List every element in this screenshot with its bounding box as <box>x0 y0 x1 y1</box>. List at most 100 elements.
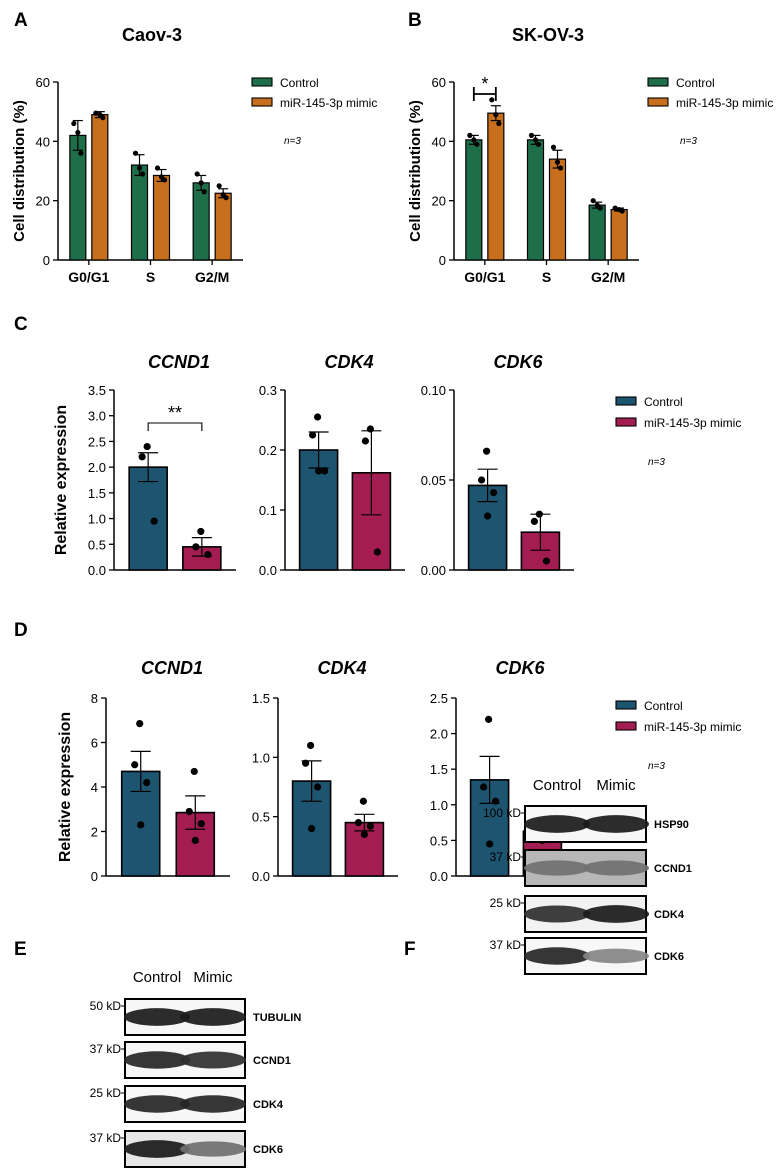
y-tick-label: 0.0 <box>88 563 106 578</box>
data-point <box>197 820 205 828</box>
y-tick-label: 20 <box>36 194 50 209</box>
chart-title: SK-OV-3 <box>512 25 584 45</box>
bar-orange <box>152 174 171 261</box>
data-point <box>321 467 329 475</box>
data-point <box>493 112 499 118</box>
protein-label: CDK6 <box>253 1144 283 1156</box>
protein-label: CDK4 <box>654 909 685 921</box>
sample-size-annotation: n=3 <box>648 457 665 468</box>
bar-orange <box>610 208 628 261</box>
y-tick-label: 40 <box>36 134 50 149</box>
significance-label: ** <box>168 403 182 423</box>
x-tick-label: S <box>542 269 551 285</box>
western-blot-e: Control Mimic 50 kD TUBULIN 37 kD CCND1 25 kD C… <box>90 969 301 1168</box>
data-point <box>492 797 500 805</box>
y-tick-label: 1.5 <box>430 762 448 777</box>
chart-c3: CDK6 0.00 0.05 0.10 <box>421 352 574 578</box>
y-tick-label: 40 <box>432 134 446 149</box>
data-point <box>315 467 323 475</box>
data-point <box>136 719 144 728</box>
significance-bracket <box>147 422 203 431</box>
y-axis-label: Cell distribution (%) <box>11 100 28 242</box>
significance-bracket <box>472 87 497 101</box>
protein-label: HSP90 <box>654 819 689 831</box>
data-point <box>373 548 381 556</box>
data-point <box>143 442 151 451</box>
protein-band <box>124 1008 190 1026</box>
chart-b: SK-OV-3 Cell distribution (%) 0 20 40 60 G0/G1… <box>407 25 639 285</box>
y-tick-label: 0 <box>91 869 98 884</box>
protein-label: CDK4 <box>253 1099 284 1111</box>
data-point <box>554 159 561 165</box>
protein-band <box>583 860 649 876</box>
y-tick-label: 1.5 <box>88 486 106 501</box>
data-point <box>216 183 222 189</box>
bar-orange <box>214 192 232 261</box>
chart-c1: CCND1 Relative expression 0.0 0.5 1.0 1.5 2.0 2… <box>53 352 236 578</box>
panel-letter-f: F <box>404 939 416 960</box>
data-point <box>190 767 198 776</box>
bar-orange <box>487 112 505 261</box>
legend: Control miR-145-3p mimic n=3 <box>647 76 773 147</box>
data-point <box>474 141 480 147</box>
data-point <box>535 510 544 518</box>
legends: Control miR-145-3p mimic n=3 Control miR-145… <box>251 76 773 772</box>
y-tick-label: 1.0 <box>430 798 448 813</box>
molecular-weight-marker: 37 kD <box>490 938 522 952</box>
data-point <box>542 557 551 565</box>
data-point <box>198 180 204 186</box>
data-point <box>71 120 77 127</box>
data-point <box>201 189 207 195</box>
data-point <box>530 517 539 526</box>
chart-title: Caov-3 <box>122 25 182 45</box>
western-blot-f: Control Mimic 100 kD HSP90 37 kD CCND1 25 kD CD… <box>483 777 692 975</box>
x-tick-label: G2/M <box>591 269 625 285</box>
data-point <box>532 137 539 143</box>
bar-green <box>588 204 606 261</box>
data-point <box>360 830 368 839</box>
protein-band <box>524 905 590 923</box>
data-point <box>486 840 494 848</box>
legend-swatch-teal <box>615 396 637 406</box>
molecular-weight-marker: 37 kD <box>90 1042 122 1056</box>
molecular-weight-marker: 25 kD <box>90 1086 122 1100</box>
data-point <box>471 137 477 143</box>
data-point <box>150 517 158 525</box>
data-point <box>557 165 564 171</box>
sample-size-annotation: n=3 <box>284 136 301 147</box>
protein-band <box>180 1095 246 1113</box>
legend-label: Control <box>676 76 715 90</box>
data-point <box>366 822 374 830</box>
y-tick-label: 0.0 <box>259 563 277 578</box>
data-point <box>93 110 99 116</box>
data-point <box>354 819 362 827</box>
protein-label: TUBULIN <box>253 1012 301 1024</box>
bar-orange <box>91 114 109 261</box>
data-point <box>308 824 316 833</box>
data-point <box>307 741 315 750</box>
protein-band <box>524 860 590 876</box>
protein-band <box>524 947 590 965</box>
y-tick-label: 60 <box>36 75 50 90</box>
chart-a: Caov-3 Cell distribution (%) 0 20 40 60 G0/G1 S… <box>11 25 243 285</box>
y-tick-label: 2.5 <box>88 434 106 449</box>
panel-letter-c: C <box>14 314 28 335</box>
y-tick-label: 1.0 <box>252 750 270 765</box>
y-tick-label: 0.2 <box>259 443 277 458</box>
bar-orange <box>548 158 567 261</box>
chart-title: CDK6 <box>495 658 545 678</box>
y-tick-label: 2.5 <box>430 691 448 706</box>
protein-band <box>180 1141 246 1157</box>
y-tick-label: 3.0 <box>88 409 106 424</box>
data-point <box>590 198 596 204</box>
data-point <box>467 132 473 138</box>
data-point <box>75 129 81 136</box>
y-tick-label: 0 <box>439 253 446 268</box>
data-point <box>314 413 322 421</box>
data-point <box>192 543 200 551</box>
legend: Control miR-145-3p mimic n=3 <box>615 395 741 468</box>
data-point <box>302 759 310 767</box>
y-tick-label: 2.0 <box>88 460 106 475</box>
